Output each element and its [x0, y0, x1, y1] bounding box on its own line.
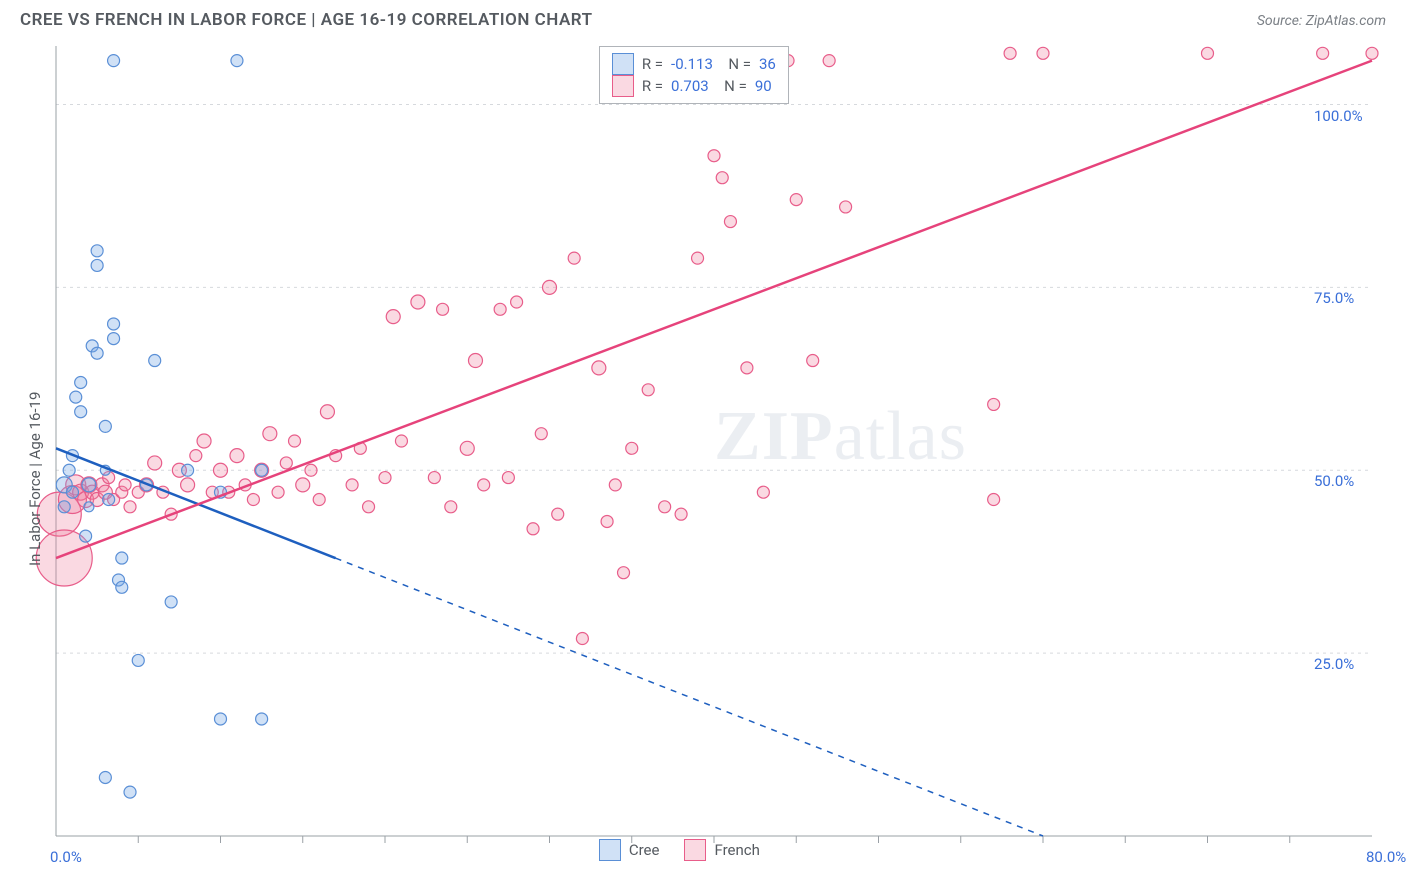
- source-text: Source: ZipAtlas.com: [1257, 13, 1386, 29]
- legend-row-french: R = 0.703 N = 90: [612, 75, 776, 97]
- series-legend: Cree French: [599, 839, 760, 861]
- y-axis-label: In Labor Force | Age 16-19: [26, 392, 44, 566]
- header: CREE VS FRENCH IN LABOR FORCE | AGE 16-1…: [0, 0, 1406, 30]
- chart-area: In Labor Force | Age 16-19 ZIPatlas R = …: [14, 46, 1386, 872]
- x-tick-label: 0.0%: [50, 848, 82, 866]
- y-tick-label: 100.0%: [1314, 107, 1363, 125]
- legend-row-cree: R = -0.113 N = 36: [612, 53, 776, 75]
- french-swatch: [612, 75, 634, 97]
- stats-legend: R = -0.113 N = 36R = 0.703 N = 90: [599, 46, 789, 104]
- legend-item-french: French: [684, 839, 759, 861]
- x-tick-label: 80.0%: [1366, 848, 1406, 866]
- chart-title: CREE VS FRENCH IN LABOR FORCE | AGE 16-1…: [20, 10, 593, 30]
- cree-swatch: [612, 53, 634, 75]
- cree-swatch: [599, 839, 621, 861]
- legend-item-cree: Cree: [599, 839, 660, 861]
- y-tick-label: 25.0%: [1314, 655, 1354, 673]
- y-tick-label: 75.0%: [1314, 289, 1354, 307]
- french-swatch: [684, 839, 706, 861]
- y-tick-label: 50.0%: [1314, 472, 1354, 490]
- scatter-plot: [14, 46, 1386, 856]
